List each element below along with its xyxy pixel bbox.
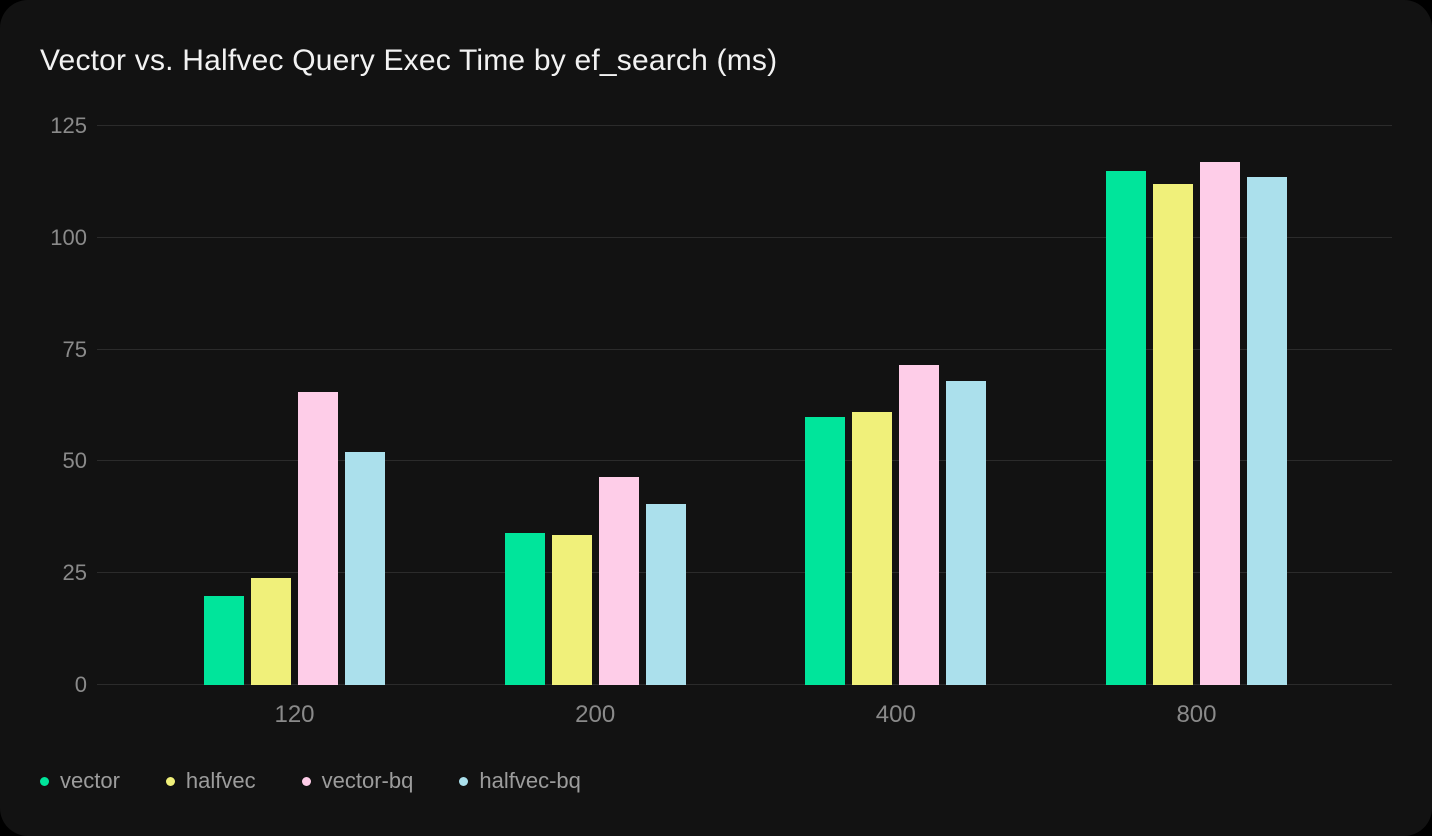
legend-item-halfvec[interactable]: halfvec (165, 768, 256, 793)
legend-dot-halfvec-bq (459, 776, 469, 786)
legend-item-halfvec-bq[interactable]: halfvec-bq (459, 770, 581, 792)
bar-halfvec-400 (852, 412, 893, 685)
bar-halfvec-bq-800 (1246, 177, 1287, 685)
bar-halfvec-120 (251, 577, 291, 685)
legend-dot-halfvec (165, 776, 175, 786)
bar-vector-800 (1105, 170, 1146, 685)
gridline-75 (97, 348, 1392, 350)
bar-vector-bq-400 (899, 365, 940, 685)
legend-dot-vector-bq (301, 776, 311, 786)
y-tick-label-50: 50 (62, 448, 87, 474)
bar-group-120: 120 (204, 126, 385, 728)
gridline-100 (97, 236, 1392, 238)
bar-vector-bq-800 (1199, 161, 1240, 685)
gridline-125 (97, 125, 1392, 126)
bar-halfvec-800 (1152, 184, 1193, 685)
y-tick-label-125: 125 (50, 113, 87, 138)
bar-vector-200 (504, 532, 545, 685)
legend-dot-vector (40, 776, 49, 786)
bar-vector-120 (204, 595, 244, 685)
legend: vector halfvec vector-bq halfvec-bq (40, 770, 581, 792)
bar-vector-bq-200 (598, 477, 639, 685)
legend-item-vector-bq[interactable]: vector-bq (301, 768, 414, 793)
legend-item-vector[interactable]: vector (40, 770, 120, 792)
y-tick-label-75: 75 (62, 336, 87, 362)
x-tick-label-120: 120 (274, 701, 315, 728)
plot-area: 120 200 400 800 (97, 125, 1392, 728)
gridline-50 (97, 460, 1392, 462)
bar-group-800: 800 (1105, 126, 1287, 728)
legend-label-vector-bq: vector-bq (321, 768, 414, 793)
gridline-0 (97, 684, 1392, 685)
x-tick-label-400: 400 (875, 701, 916, 728)
legend-label-halfvec: halfvec (185, 768, 256, 793)
legend-label-halfvec-bq: halfvec-bq (479, 768, 581, 793)
bar-vector-bq-120 (298, 392, 338, 685)
y-axis: 0 25 50 75 100 125 (0, 115, 87, 696)
bar-vector-400 (805, 416, 846, 685)
y-tick-label-25: 25 (62, 560, 87, 586)
bar-halfvec-200 (551, 535, 592, 685)
bar-group-200: 200 (504, 126, 686, 728)
bar-halfvec-bq-120 (345, 452, 385, 685)
bar-group-400: 400 (805, 126, 987, 728)
bar-halfvec-bq-200 (645, 503, 686, 685)
legend-label-vector: vector (60, 768, 120, 793)
x-tick-label-800: 800 (1176, 701, 1217, 728)
gridline-25 (97, 572, 1392, 574)
x-tick-label-200: 200 (575, 701, 616, 728)
bar-halfvec-bq-400 (946, 380, 987, 685)
bar-groups: 120 200 400 800 (97, 126, 1392, 728)
y-tick-label-0: 0 (74, 672, 87, 697)
chart-title: Vector vs. Halfvec Query Exec Time by ef… (40, 44, 778, 77)
y-tick-label-100: 100 (50, 224, 87, 250)
